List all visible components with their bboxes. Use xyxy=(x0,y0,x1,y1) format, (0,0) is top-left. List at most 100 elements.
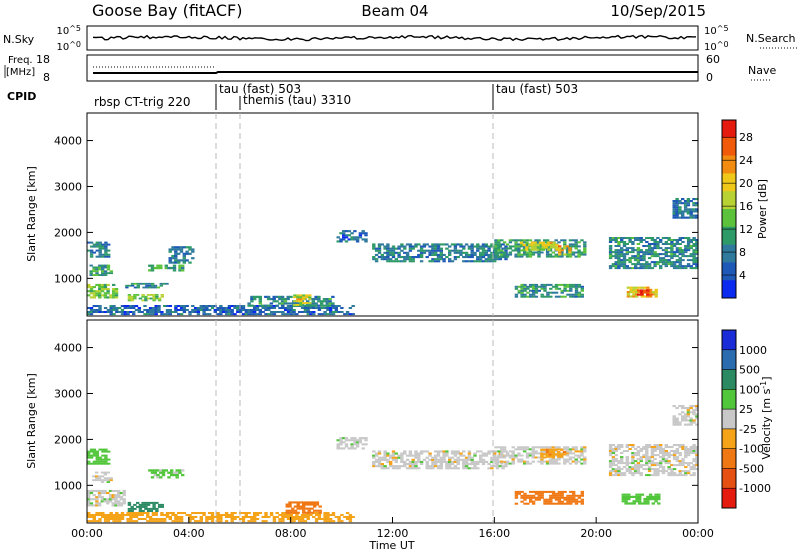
velocity-cell-11 xyxy=(622,472,627,475)
power-cell-5 xyxy=(178,269,182,272)
velocity-cell-11 xyxy=(608,448,613,450)
velocity-cell-13 xyxy=(692,419,696,422)
power-cell-10 xyxy=(436,260,441,263)
velocity-cell-7 xyxy=(479,450,483,453)
velocity-cell-5 xyxy=(244,516,248,518)
velocity-cell-7 xyxy=(462,450,466,453)
power-cell-15 xyxy=(686,243,691,245)
power-cell-8 xyxy=(280,300,285,303)
power-cell-1 xyxy=(92,274,96,276)
power-cell-11 xyxy=(528,251,533,254)
power-cell-15 xyxy=(675,241,680,243)
velocity-cell-7 xyxy=(448,463,452,466)
velocity-cell-5 xyxy=(157,518,161,520)
power-cell-8 xyxy=(314,302,318,305)
power-cell-15 xyxy=(631,257,635,260)
velocity-cell-11 xyxy=(614,448,618,450)
velocity-cell-8 xyxy=(568,450,573,453)
velocity-cell-7 xyxy=(403,465,407,468)
power-cell-15 xyxy=(625,253,629,256)
velocity-cell-7 xyxy=(450,460,455,463)
power-cell-2 xyxy=(98,255,102,258)
power-cell-10 xyxy=(467,247,472,250)
velocity-cell-11 xyxy=(625,444,629,446)
power-cell-6 xyxy=(174,248,178,251)
velocity-cell-0 xyxy=(114,496,118,499)
power-cell-5 xyxy=(150,264,155,267)
velocity-cell-11 xyxy=(695,456,699,459)
velocity-cell-5 xyxy=(154,512,158,514)
velocity-cell-5 xyxy=(143,512,147,514)
velocity-cell-7 xyxy=(428,458,432,461)
velocity-cell-7 xyxy=(386,452,390,455)
power-cell-10 xyxy=(479,245,483,248)
power-cell-14 xyxy=(529,283,533,286)
velocity-cell-11 xyxy=(653,448,657,450)
velocity-cell-2 xyxy=(98,462,102,465)
velocity-cell-11 xyxy=(617,444,621,446)
power-cell-15 xyxy=(670,241,674,243)
power-cell-0 xyxy=(100,290,105,293)
velocity-cell-0 xyxy=(87,502,91,505)
power-cell-15 xyxy=(642,239,646,241)
power-cell-12 xyxy=(525,246,529,249)
power-cell-7 xyxy=(109,305,113,307)
velocity-cell-11 xyxy=(628,472,632,475)
velocity-cell-5 xyxy=(303,516,308,518)
velocity-cell-5 xyxy=(281,512,285,514)
power-cell-15 xyxy=(625,243,629,245)
power-cell-15 xyxy=(661,249,666,252)
power-cell-6 xyxy=(171,257,175,260)
velocity-cell-11 xyxy=(647,470,652,473)
power-cell-4 xyxy=(160,294,164,296)
power-cell-1 xyxy=(89,264,93,267)
velocity-cell-7 xyxy=(476,450,480,453)
power-cell-7 xyxy=(312,307,316,309)
velocity-cell-5 xyxy=(331,520,336,523)
velocity-cell-0 xyxy=(117,500,121,503)
velocity-cell-10 xyxy=(523,496,527,499)
power-cell-10 xyxy=(436,258,441,261)
velocity-cell-8 xyxy=(525,456,530,459)
power-cell-15 xyxy=(608,239,613,241)
velocity-cell-12 xyxy=(632,502,636,505)
power-cell-11 xyxy=(577,253,581,256)
power-cell-10 xyxy=(484,249,488,252)
velocity-cell-4 xyxy=(172,473,177,477)
power-cell-13 xyxy=(560,249,564,252)
velocity-cell-11 xyxy=(659,444,663,446)
power-cell-19 xyxy=(344,240,349,243)
power-cell-6 xyxy=(179,259,184,262)
velocity-cell-5 xyxy=(140,518,144,520)
power-cell-10 xyxy=(411,256,415,259)
velocity-cell-11 xyxy=(611,462,616,465)
power-cell-10 xyxy=(400,249,404,252)
velocity-cell-11 xyxy=(639,450,643,452)
velocity-cell-11 xyxy=(656,444,660,446)
velocity-cell-13 xyxy=(695,415,699,418)
power-cell-15 xyxy=(695,259,699,262)
nsearch-tick-bottom: 10^0 xyxy=(704,40,729,53)
power-cell-10 xyxy=(405,243,410,246)
velocity-cell-11 xyxy=(639,456,643,459)
power-cell-0 xyxy=(87,286,91,289)
power-cell-15 xyxy=(636,251,641,254)
power-cell-8 xyxy=(331,302,335,305)
power-cell-9 xyxy=(296,294,300,297)
power-cell-10 xyxy=(479,251,483,254)
velocity-ytick-label: 1000 xyxy=(54,479,82,492)
velocity-cell-14 xyxy=(353,441,357,444)
velocity-cell-8 xyxy=(577,454,581,457)
velocity-cell-8 xyxy=(563,458,567,461)
power-cell-10 xyxy=(484,245,488,248)
velocity-cell-3 xyxy=(157,503,162,506)
power-cell-10 xyxy=(453,247,458,250)
power-cell-15 xyxy=(656,243,660,245)
power-cell-7 xyxy=(244,311,248,313)
power-cell-14 xyxy=(529,295,533,298)
power-cell-7 xyxy=(202,311,206,313)
velocity-cell-5 xyxy=(177,518,181,520)
velocity-cell-11 xyxy=(659,460,663,463)
power-cell-16 xyxy=(637,286,642,289)
velocity-cell-13 xyxy=(675,419,679,422)
